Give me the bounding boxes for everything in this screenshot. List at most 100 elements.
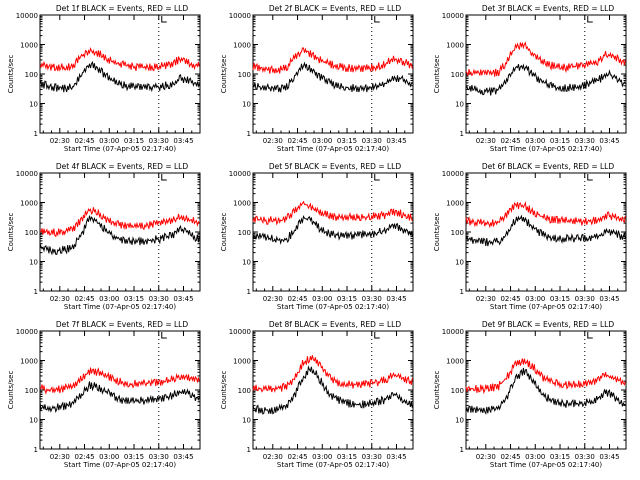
y-tick-label: 10000 (442, 12, 464, 20)
y-tick-label: 1 (247, 288, 251, 296)
x-tick-label: 03:45 (173, 453, 193, 461)
y-tick-label: 10 (242, 101, 251, 109)
y-tick-label: 1 (247, 446, 251, 454)
x-tick-label: 02:45 (287, 137, 307, 145)
x-tick-label: 03:30 (362, 295, 382, 303)
y-tick-label: 1000 (233, 42, 251, 50)
y-tick-label: 10 (242, 259, 251, 267)
y-tick-label: 1000 (446, 200, 464, 208)
y-tick-label: 1000 (20, 200, 38, 208)
x-axis-label: Start Time (07-Apr-05 02:17:40) (490, 461, 602, 469)
x-tick-label: 02:30 (263, 295, 283, 303)
x-tick-label: 03:00 (99, 295, 119, 303)
x-tick-label: 03:45 (386, 137, 406, 145)
y-tick-label: 10000 (16, 12, 38, 20)
x-tick-label: 03:15 (550, 137, 570, 145)
x-tick-label: 02:45 (500, 137, 520, 145)
x-tick-label: 03:15 (337, 295, 357, 303)
lld-series-line (465, 358, 626, 395)
detector-panel-1: 1 10 100 1000 10000 02:30 02:45 03:00 03:15 03:30… (7, 4, 201, 153)
y-tick-label: 10 (455, 417, 464, 425)
y-axis-label: Counts/sec (7, 213, 15, 252)
x-tick-label: 02:30 (50, 453, 70, 461)
x-tick-label: 03:30 (149, 295, 169, 303)
x-tick-label: 03:30 (575, 137, 595, 145)
y-tick-label: 100 (451, 229, 464, 237)
x-tick-label: 03:30 (575, 453, 595, 461)
lld-marker-glyph (161, 174, 167, 181)
y-axis-label: Counts/sec (433, 55, 441, 94)
x-tick-label: 02:45 (287, 453, 307, 461)
x-tick-label: 03:15 (337, 137, 357, 145)
x-tick-label: 03:15 (550, 453, 570, 461)
y-axis-label: Counts/sec (220, 55, 228, 94)
y-tick-label: 1000 (446, 42, 464, 50)
x-tick-label: 02:30 (263, 453, 283, 461)
x-tick-label: 02:45 (500, 295, 520, 303)
lld-series-line (39, 367, 200, 395)
panel-title: Det 8f BLACK = Events, RED = LLD (269, 320, 402, 329)
panel-title: Det 7f BLACK = Events, RED = LLD (56, 320, 189, 329)
y-tick-label: 10000 (229, 328, 251, 336)
x-tick-label: 02:30 (476, 137, 496, 145)
y-tick-label: 1 (460, 446, 464, 454)
lld-series-line (252, 200, 413, 226)
detector-panel-7: 1 10 100 1000 10000 02:30 02:45 03:00 03:15 03:30… (7, 320, 201, 469)
events-series-line (252, 365, 413, 415)
lld-marker-glyph (587, 16, 593, 23)
panel-title: Det 5f BLACK = Events, RED = LLD (269, 162, 402, 171)
x-tick-label: 02:30 (263, 137, 283, 145)
plot-frame (39, 330, 201, 450)
x-tick-label: 03:00 (312, 295, 332, 303)
x-tick-label: 02:45 (74, 453, 94, 461)
y-tick-label: 100 (238, 229, 251, 237)
y-tick-label: 1 (34, 130, 38, 138)
x-tick-label: 03:15 (124, 295, 144, 303)
y-axis-label: Counts/sec (7, 55, 15, 94)
panel-title: Det 6f BLACK = Events, RED = LLD (482, 162, 615, 171)
y-tick-label: 1 (460, 130, 464, 138)
panel-title: Det 2f BLACK = Events, RED = LLD (269, 4, 402, 13)
lld-series-line (465, 41, 626, 77)
x-tick-label: 03:00 (525, 295, 545, 303)
panel-title: Det 3f BLACK = Events, RED = LLD (482, 4, 615, 13)
y-tick-label: 1000 (20, 358, 38, 366)
detector-panel-8: 1 10 100 1000 10000 02:30 02:45 03:00 03:15 03:30… (220, 320, 414, 469)
y-axis-label: Counts/sec (433, 213, 441, 252)
plot-frame (39, 14, 201, 134)
detector-panel-5: 1 10 100 1000 10000 02:30 02:45 03:00 03:15 03:30… (220, 162, 414, 311)
panel-title: Det 9f BLACK = Events, RED = LLD (482, 320, 615, 329)
plot-frame (252, 330, 414, 450)
lld-marker-glyph (587, 174, 593, 181)
y-tick-label: 10 (455, 101, 464, 109)
y-tick-label: 1 (34, 288, 38, 296)
x-tick-label: 03:45 (173, 137, 193, 145)
y-tick-label: 1 (460, 288, 464, 296)
x-tick-label: 03:15 (550, 295, 570, 303)
lld-marker-glyph (587, 332, 593, 339)
lld-marker-glyph (374, 16, 380, 23)
y-axis-label: Counts/sec (220, 371, 228, 410)
x-axis-label: Start Time (07-Apr-05 02:17:40) (64, 461, 176, 469)
y-tick-label: 10 (455, 259, 464, 267)
x-tick-label: 03:30 (362, 453, 382, 461)
x-tick-label: 03:15 (124, 453, 144, 461)
y-tick-label: 10 (29, 101, 38, 109)
y-tick-label: 1 (247, 130, 251, 138)
y-tick-label: 100 (238, 71, 251, 79)
events-series-line (39, 60, 200, 93)
y-tick-label: 1000 (233, 200, 251, 208)
y-tick-label: 10 (29, 259, 38, 267)
y-tick-label: 10000 (229, 170, 251, 178)
x-tick-label: 02:45 (287, 295, 307, 303)
detector-panel-4: 1 10 100 1000 10000 02:30 02:45 03:00 03:15 03:30… (7, 162, 201, 311)
x-tick-label: 03:30 (149, 453, 169, 461)
x-axis-label: Start Time (07-Apr-05 02:17:40) (277, 145, 389, 153)
detector-panel-3: 1 10 100 1000 10000 02:30 02:45 03:00 03:15 03:30… (433, 4, 627, 153)
y-tick-label: 10000 (229, 12, 251, 20)
x-tick-label: 02:30 (50, 137, 70, 145)
y-tick-label: 10000 (442, 328, 464, 336)
events-series-line (252, 61, 413, 93)
y-tick-label: 100 (451, 387, 464, 395)
